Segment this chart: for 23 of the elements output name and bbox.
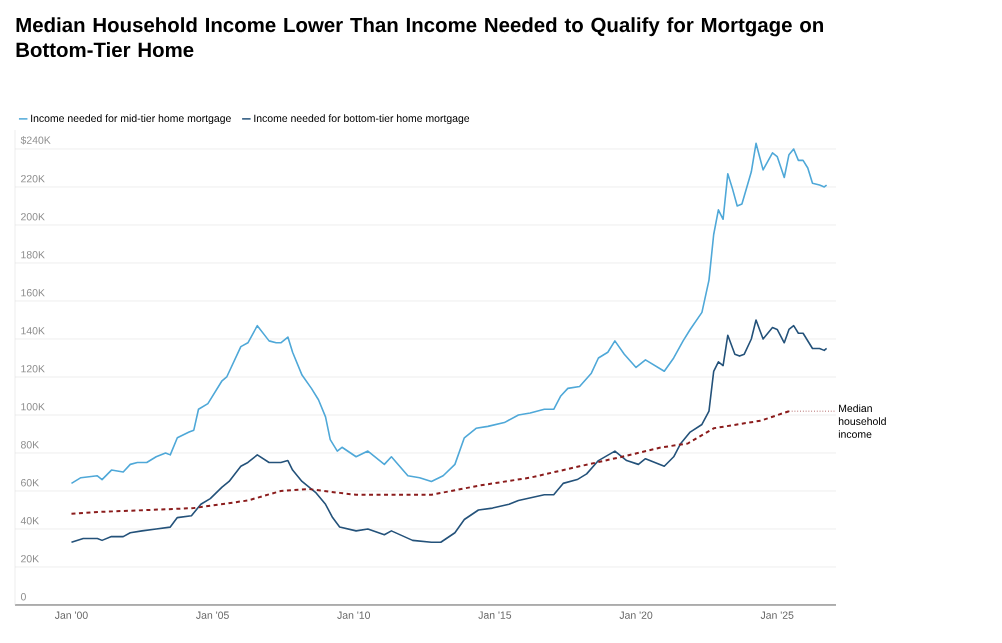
x-tick-label: Jan '05 bbox=[196, 611, 229, 619]
y-tick-label: 20K bbox=[21, 555, 40, 563]
y-tick-label: 40K bbox=[20, 517, 40, 525]
y-tick-label: $240K bbox=[20, 136, 51, 145]
x-tick-label: Jan '25 bbox=[760, 611, 794, 619]
y-tick-label: 100K bbox=[21, 403, 45, 411]
y-tick-label: 180K bbox=[21, 251, 45, 259]
x-tick-label: Jan '00 bbox=[54, 611, 88, 619]
y-tick-label: 120K bbox=[21, 365, 45, 373]
y-tick-label: 200K bbox=[21, 213, 45, 221]
legend-label: Income needed for bottom-tier home mortgage bbox=[254, 114, 470, 125]
x-tick-label: Jan '10 bbox=[337, 611, 371, 619]
legend-label: Income needed for mid-tier home mortgage bbox=[31, 114, 231, 125]
x-tick-label: Jan '15 bbox=[478, 611, 512, 619]
y-tick-label: 80K bbox=[20, 441, 40, 449]
y-tick-label: 220K bbox=[21, 175, 45, 183]
y-tick-label: 140K bbox=[21, 327, 45, 335]
chart-title: Median Household Income Lower Than Income Needed to Qualify for Mortgage on Bottom-Tier Home bbox=[16, 17, 823, 58]
y-tick-label: 160K bbox=[21, 289, 45, 297]
y-tick-label: 60K bbox=[21, 479, 40, 487]
x-tick-label: Jan '20 bbox=[619, 611, 653, 619]
y-tick-label: 0 bbox=[20, 593, 26, 601]
legend-label: Median household income bbox=[838, 404, 886, 438]
